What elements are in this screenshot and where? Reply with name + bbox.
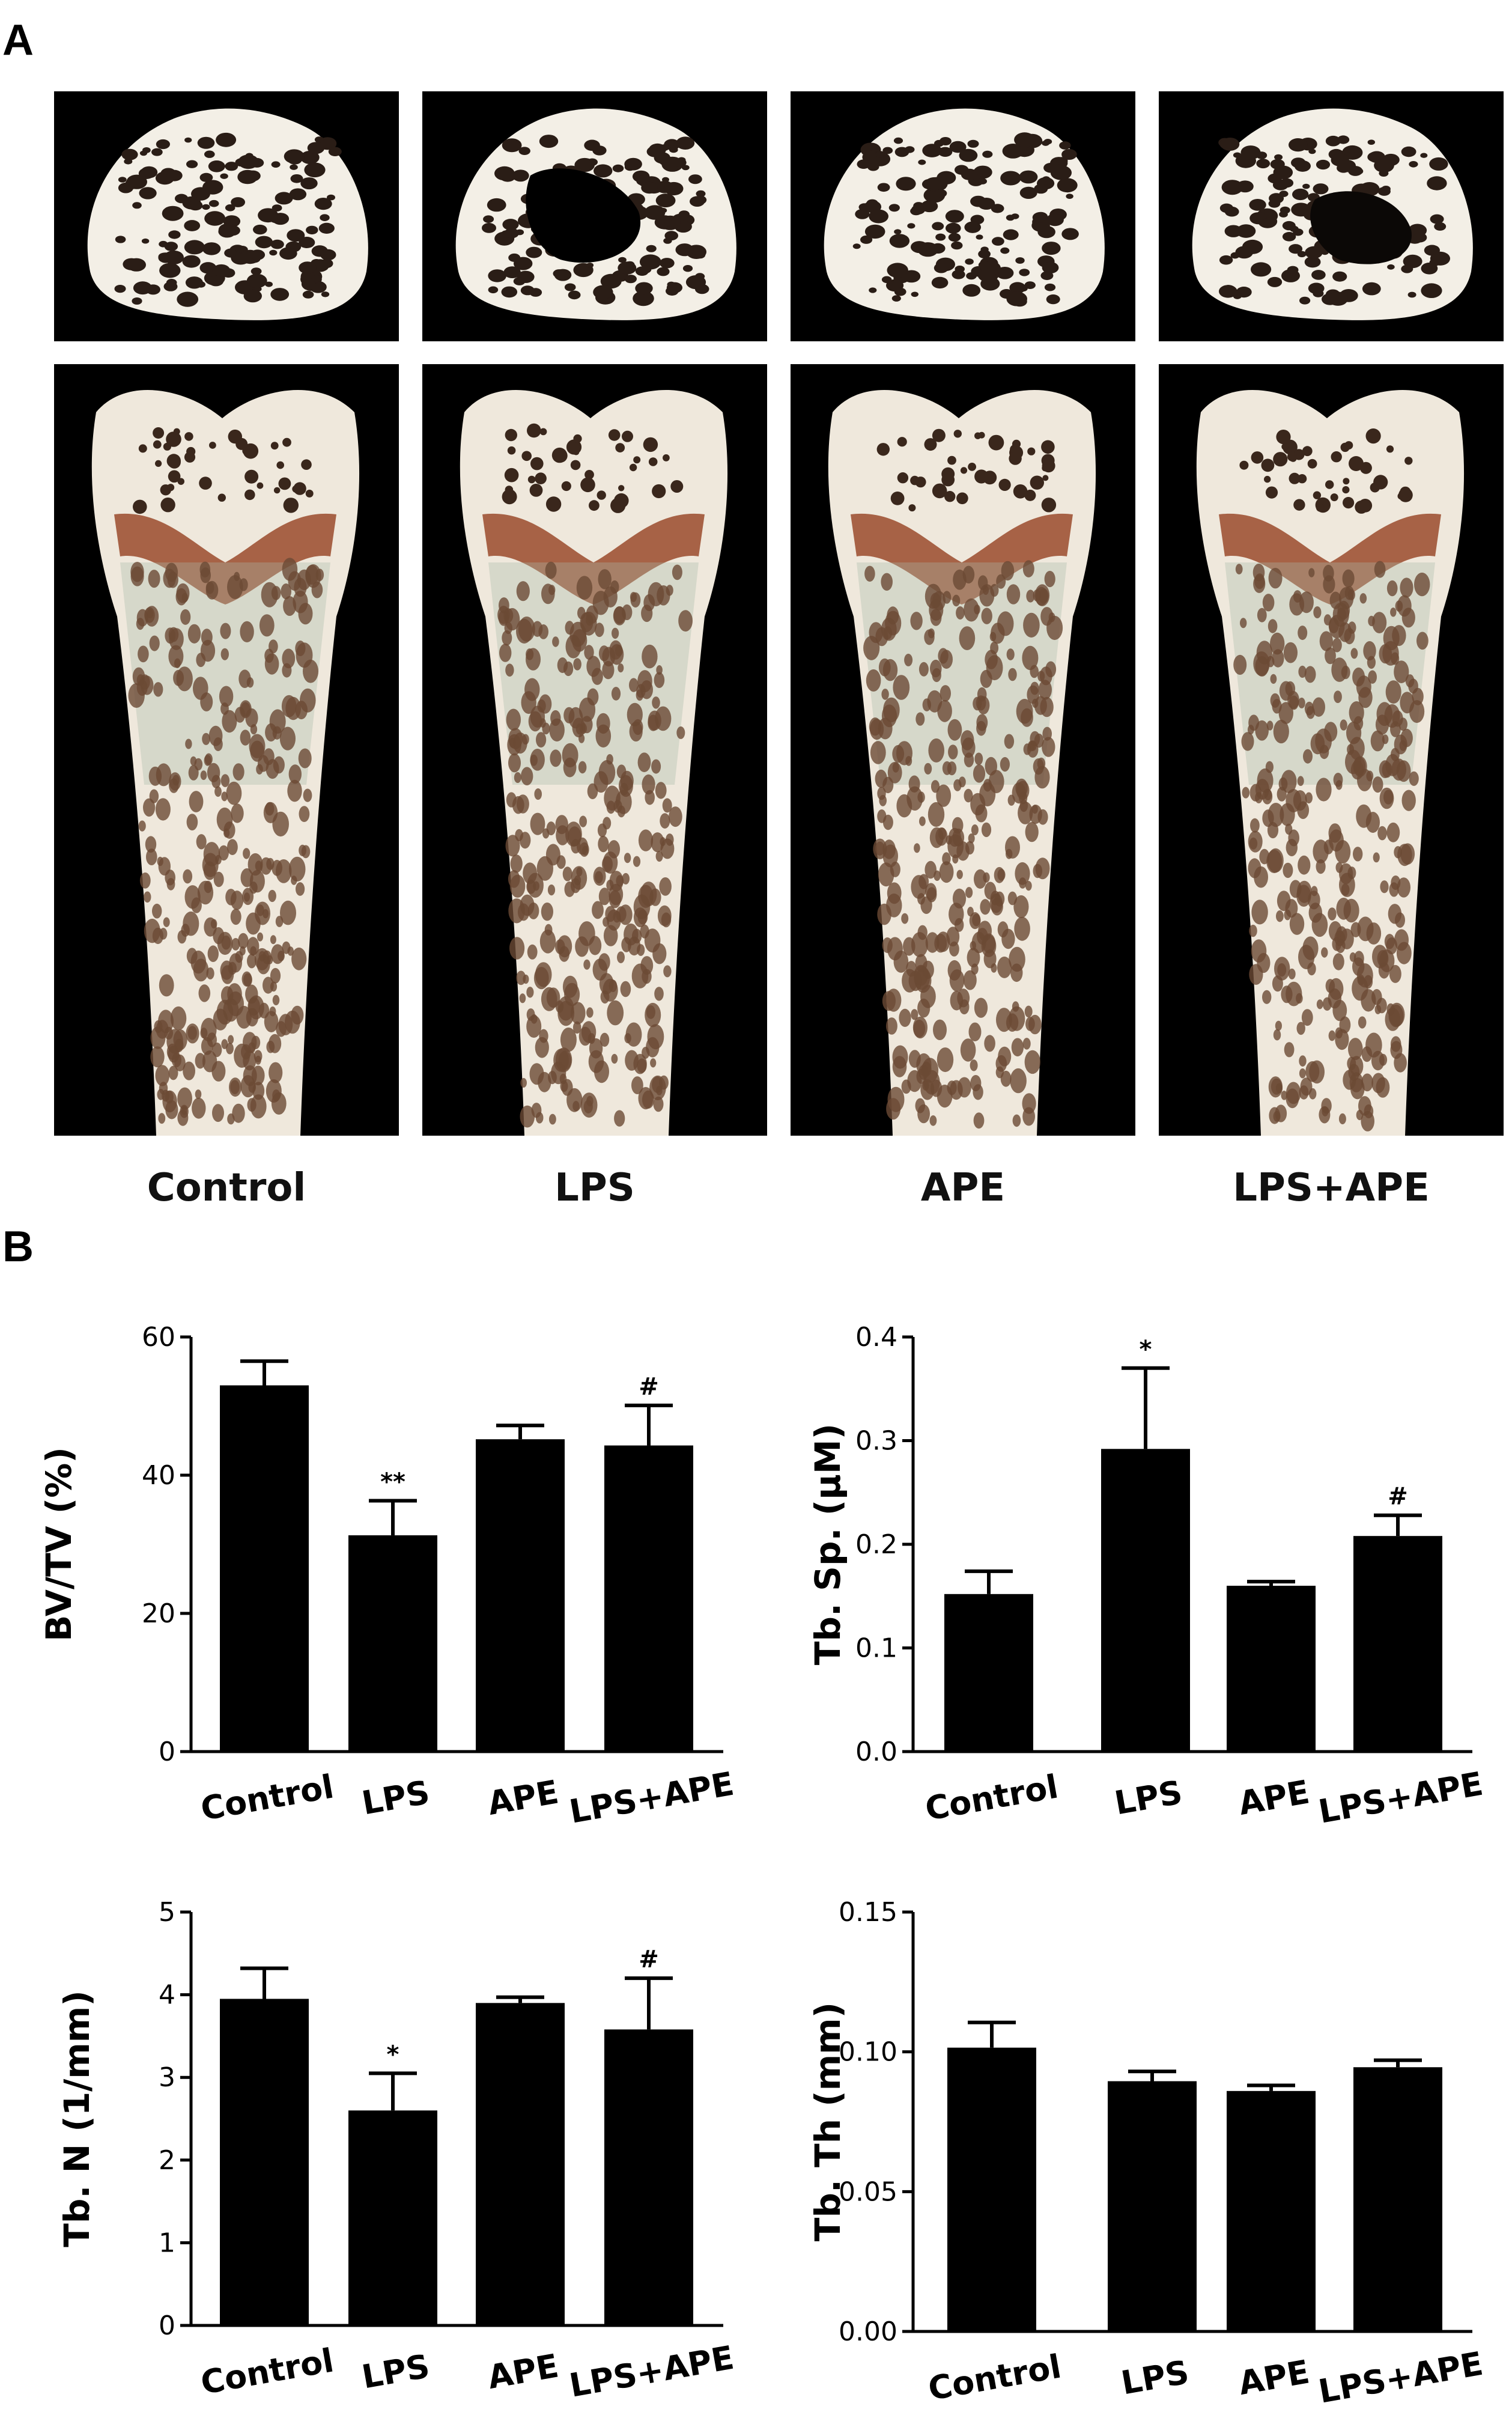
chart-4-bar-lps xyxy=(1108,2081,1197,2331)
chart-3-category-label-lps: LPS xyxy=(359,2347,433,2396)
cross-section-image-ape xyxy=(791,91,1135,341)
chart-2-bar-control xyxy=(944,1594,1033,1752)
chart-2-y-tick-label-0-3: 0.3 xyxy=(855,1426,897,1457)
longitudinal-femur-image-ape xyxy=(791,364,1135,1136)
chart-3-bar-lps xyxy=(348,2110,437,2325)
chart-1-y-tick-label-0: 0 xyxy=(159,1737,175,1767)
chart-1-y-tick-label-40: 40 xyxy=(142,1460,175,1491)
chart-3-category-label-control: Control xyxy=(198,2341,336,2402)
chart-2-category-label-control: Control xyxy=(922,1767,1061,1828)
group-label-control: Control xyxy=(147,1166,306,1210)
chart-4-y-tick-label-0-10: 0.10 xyxy=(839,2037,897,2068)
chart-2-category-label-ape: APE xyxy=(1236,1773,1312,1823)
group-label-lps: LPS xyxy=(554,1166,635,1210)
chart-4-y-axis-title: Tb. Th (mm) xyxy=(807,2002,848,2241)
longitudinal-femur-image-lps-ape xyxy=(1159,364,1504,1136)
chart-1-significance-mark-lps: ** xyxy=(380,1469,405,1496)
chart-3-y-tick-label-2: 2 xyxy=(159,2145,175,2176)
chart-2-significance-mark-lps: * xyxy=(1140,1336,1152,1363)
chart-2-y-tick-label-0-2: 0.2 xyxy=(855,1529,897,1560)
chart-2-y-tick-label-0-1: 0.1 xyxy=(855,1633,897,1664)
chart-4-category-label-control: Control xyxy=(925,2347,1064,2408)
panel-label-b: B xyxy=(2,1223,34,1271)
chart-3-category-label-ape: APE xyxy=(485,2346,561,2396)
chart-4-y-tick-label-0-15: 0.15 xyxy=(839,1897,897,1928)
group-label-lps-ape: LPS+APE xyxy=(1233,1166,1430,1210)
chart-3-significance-mark-lps: * xyxy=(387,2041,399,2068)
chart-1-bar-lps-ape xyxy=(604,1445,693,1752)
chart-3-y-tick-label-0: 0 xyxy=(159,2310,175,2341)
chart-4-bar-ape xyxy=(1227,2090,1316,2331)
chart-1-category-label-control: Control xyxy=(198,1767,336,1828)
cross-section-image-lps xyxy=(422,91,767,341)
cross-section-image-lps-ape xyxy=(1159,91,1504,341)
chart-2-significance-mark-lps-ape: # xyxy=(1388,1483,1408,1511)
chart-1-bar-ape xyxy=(476,1439,565,1752)
chart-4-bar-lps-ape xyxy=(1353,2067,1442,2331)
chart-4-category-label-lps-ape: LPS+APE xyxy=(1316,2345,1486,2411)
chart-3-bar-control xyxy=(220,1999,309,2325)
chart-4-category-label-ape: APE xyxy=(1236,2352,1312,2402)
chart-1-category-label-lps: LPS xyxy=(359,1773,433,1823)
chart-2-y-axis-title: Tb. Sp. (μM) xyxy=(807,1424,848,1665)
chart-3-bar-lps-ape xyxy=(604,2029,693,2325)
chart-4-y-tick-label-0-05: 0.05 xyxy=(839,2176,897,2207)
longitudinal-femur-image-lps xyxy=(422,364,767,1136)
chart-1-y-tick-label-20: 20 xyxy=(142,1598,175,1629)
chart-3-significance-mark-lps-ape: # xyxy=(639,1946,659,1973)
chart-2-category-label-lps-ape: LPS+APE xyxy=(1316,1765,1486,1831)
group-label-ape: APE xyxy=(920,1166,1006,1210)
chart-1-y-axis-title: BV/TV (%) xyxy=(38,1447,79,1642)
chart-1-category-label-lps-ape: LPS+APE xyxy=(566,1765,736,1831)
chart-2-bar-ape xyxy=(1227,1586,1316,1752)
panel-label-a: A xyxy=(2,16,34,64)
chart-3-y-tick-label-4: 4 xyxy=(159,1980,175,2011)
longitudinal-femur-image-control xyxy=(54,364,399,1136)
chart-3-y-tick-label-3: 3 xyxy=(159,2062,175,2093)
cross-section-image-control xyxy=(54,91,399,341)
chart-1-bar-lps xyxy=(348,1535,437,1752)
chart-4-y-tick-label-0-00: 0.00 xyxy=(839,2316,897,2347)
chart-2-bar-lps-ape xyxy=(1353,1536,1442,1752)
chart-2-y-tick-label-0-0: 0.0 xyxy=(855,1737,897,1767)
chart-1-category-label-ape: APE xyxy=(485,1773,561,1823)
chart-2-category-label-lps: LPS xyxy=(1112,1773,1185,1823)
chart-4-bar-control xyxy=(947,2047,1036,2331)
chart-3-y-axis-title: Tb. N (1/mm) xyxy=(56,1990,97,2247)
chart-2-bar-lps xyxy=(1101,1449,1190,1752)
chart-1-significance-mark-lps-ape: # xyxy=(639,1373,659,1401)
chart-4-category-label-lps: LPS xyxy=(1119,2353,1192,2402)
chart-1-y-tick-label-60: 60 xyxy=(142,1322,175,1353)
chart-3-y-tick-label-5: 5 xyxy=(159,1897,175,1928)
chart-3-category-label-lps-ape: LPS+APE xyxy=(566,2339,736,2405)
chart-1-bar-control xyxy=(220,1385,309,1752)
chart-3-bar-ape xyxy=(476,2003,565,2325)
chart-3-y-tick-label-1: 1 xyxy=(159,2228,175,2258)
chart-2-y-tick-label-0-4: 0.4 xyxy=(855,1322,897,1353)
